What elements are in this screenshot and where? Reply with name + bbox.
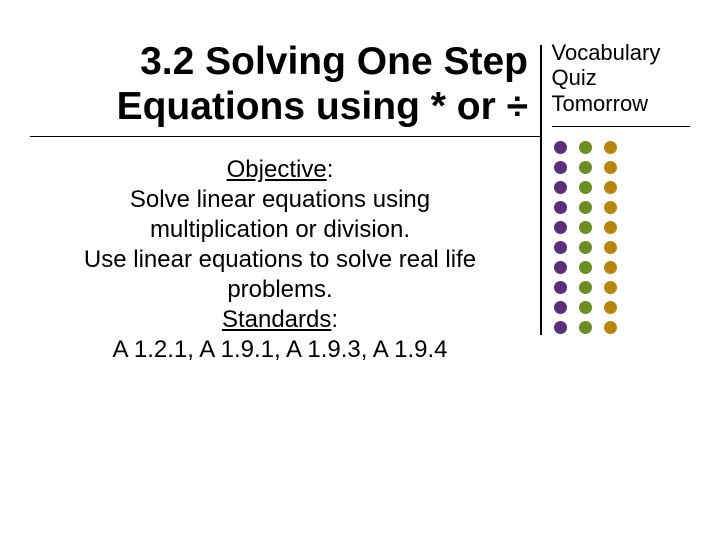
bullet-dot	[554, 221, 567, 234]
note-line-3: Tomorrow	[552, 91, 649, 116]
objective-line-3: Use linear equations to solve real life	[84, 246, 476, 273]
bullet-dot	[604, 181, 617, 194]
standards-heading: Standards	[222, 306, 331, 333]
bullet-dot	[579, 141, 592, 154]
bullet-column	[579, 141, 592, 334]
bullet-dot	[554, 281, 567, 294]
bullet-dot	[554, 181, 567, 194]
side-column: Vocabulary Quiz Tomorrow	[540, 30, 690, 510]
bullet-dot	[554, 261, 567, 274]
bullet-dot	[554, 241, 567, 254]
objective-heading: Objective	[227, 156, 327, 183]
bullet-dot	[554, 321, 567, 334]
bullet-column	[604, 141, 617, 334]
bullet-dot	[604, 201, 617, 214]
bullet-dot	[604, 161, 617, 174]
objective-line-4: problems.	[227, 276, 332, 303]
slide: 3.2 Solving One Step Equations using * o…	[0, 0, 720, 540]
side-rule	[552, 126, 691, 127]
title-rule	[30, 136, 540, 137]
slide-title: 3.2 Solving One Step Equations using * o…	[30, 30, 540, 130]
bullet-dot	[579, 201, 592, 214]
side-inner: Vocabulary Quiz Tomorrow	[542, 30, 691, 510]
note-line-2: Quiz	[552, 65, 597, 90]
bullet-dot	[579, 261, 592, 274]
bullet-dot	[554, 201, 567, 214]
bullet-dot	[604, 281, 617, 294]
bullet-dot	[579, 301, 592, 314]
bullet-dot	[579, 221, 592, 234]
bullet-dot	[604, 321, 617, 334]
bullet-dot	[579, 241, 592, 254]
bullet-dot	[604, 221, 617, 234]
objective-line-2: multiplication or division.	[150, 216, 410, 243]
main-column: 3.2 Solving One Step Equations using * o…	[30, 30, 540, 510]
bullet-dot	[554, 141, 567, 154]
side-note: Vocabulary Quiz Tomorrow	[552, 40, 691, 116]
title-line-2: Equations using * or ÷	[117, 85, 528, 128]
title-line-1: 3.2 Solving One Step	[140, 40, 528, 83]
standards-line: A 1.2.1, A 1.9.1, A 1.9.3, A 1.9.4	[113, 336, 448, 363]
body-text: Objective: Solve linear equations using …	[30, 155, 540, 365]
bullet-dot	[604, 141, 617, 154]
bullet-column	[554, 141, 567, 334]
note-line-1: Vocabulary	[552, 40, 661, 65]
decorative-bullets	[552, 141, 691, 334]
objective-line-1: Solve linear equations using	[130, 186, 430, 213]
bullet-dot	[604, 261, 617, 274]
bullet-dot	[579, 181, 592, 194]
bullet-dot	[554, 301, 567, 314]
bullet-dot	[554, 161, 567, 174]
bullet-dot	[604, 301, 617, 314]
bullet-dot	[579, 161, 592, 174]
bullet-dot	[579, 281, 592, 294]
bullet-dot	[579, 321, 592, 334]
bullet-dot	[604, 241, 617, 254]
